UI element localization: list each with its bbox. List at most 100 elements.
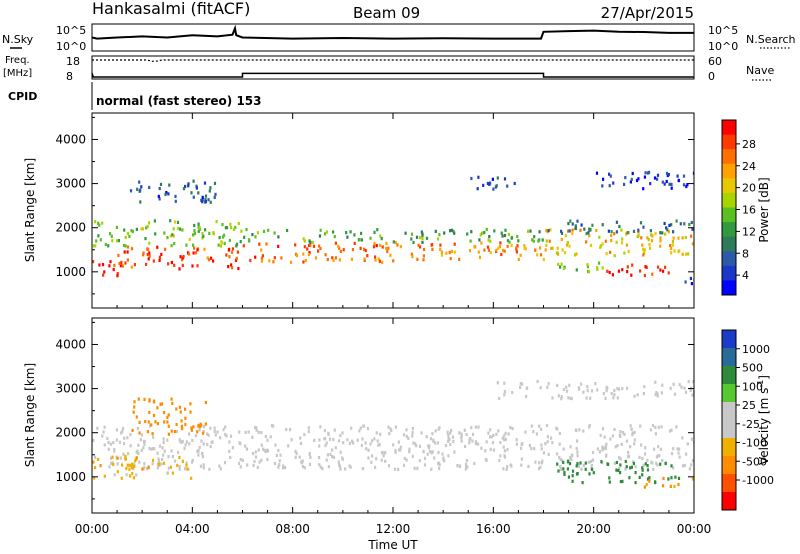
heatmap-cell <box>356 438 359 442</box>
heatmap-cell <box>197 424 200 428</box>
heatmap-cell <box>266 457 269 461</box>
heatmap-cell <box>308 452 311 456</box>
heatmap-cell <box>325 230 328 234</box>
heatmap-cell <box>542 257 545 262</box>
heatmap-cell <box>154 232 157 236</box>
heatmap-cell <box>523 244 526 248</box>
heatmap-cell <box>632 229 636 233</box>
heatmap-cell <box>317 244 321 248</box>
heatmap-cell <box>577 386 581 390</box>
xaxis-label: Time UT <box>367 538 418 552</box>
heatmap-cell <box>607 462 610 466</box>
heatmap-cell <box>132 476 135 480</box>
heatmap-cell <box>628 476 631 480</box>
heatmap-cell <box>661 231 664 235</box>
heatmap-cell <box>523 246 526 250</box>
heatmap-cell <box>399 245 402 249</box>
ytick-label: 4000 <box>55 132 86 146</box>
heatmap-cell <box>270 424 274 428</box>
heatmap-cell <box>649 428 653 432</box>
heatmap-cell <box>403 456 406 460</box>
heatmap-cell <box>433 456 436 460</box>
heatmap-cell <box>474 441 478 446</box>
heatmap-cell <box>434 229 437 233</box>
heatmap-cell <box>539 465 542 469</box>
heatmap-cell <box>131 462 134 466</box>
heatmap-cell <box>565 389 569 393</box>
heatmap-cell <box>496 381 499 385</box>
heatmap-cell <box>228 238 231 243</box>
heatmap-cell <box>170 397 173 401</box>
heatmap-cell <box>381 260 384 264</box>
heatmap-cell <box>500 252 503 257</box>
heatmap-cell <box>465 465 468 469</box>
heatmap-cell <box>185 243 188 247</box>
heatmap-cell <box>670 186 673 190</box>
heatmap-cell <box>641 456 644 460</box>
heatmap-cell <box>605 252 608 256</box>
heatmap-cell <box>609 174 612 178</box>
heatmap-cell <box>661 180 664 184</box>
heatmap-cell <box>471 432 475 436</box>
heatmap-cell <box>625 231 629 235</box>
colorbar-segment <box>722 402 736 421</box>
heatmap-cell <box>626 265 629 269</box>
heatmap-cell <box>213 181 217 185</box>
heatmap-cell <box>195 251 198 255</box>
heatmap-cell <box>449 431 452 435</box>
heatmap-cell <box>102 273 105 277</box>
heatmap-cell <box>398 448 401 452</box>
heatmap-cell <box>196 264 199 268</box>
heatmap-cell <box>474 440 477 444</box>
heatmap-cell <box>412 240 415 245</box>
heatmap-cell <box>582 463 585 467</box>
heatmap-cell <box>687 252 690 256</box>
heatmap-cell <box>167 466 170 470</box>
heatmap-cell <box>392 259 395 263</box>
heatmap-cell <box>170 244 173 248</box>
heatmap-cell <box>643 251 646 255</box>
heatmap-cell <box>601 427 605 431</box>
heatmap-cell <box>591 223 594 227</box>
heatmap-cell <box>493 229 496 233</box>
heatmap-cell <box>180 424 183 428</box>
heatmap-cell <box>420 431 423 435</box>
heatmap-cell <box>508 240 511 244</box>
heatmap-cell <box>613 388 616 393</box>
heatmap-cell <box>386 249 389 254</box>
heatmap-cell <box>215 220 218 224</box>
colorbar-segment <box>722 236 736 252</box>
heatmap-cell <box>519 253 522 257</box>
heatmap-cell <box>654 232 657 236</box>
heatmap-cell <box>392 240 395 244</box>
heatmap-cell <box>477 175 480 179</box>
heatmap-cell <box>178 227 182 231</box>
heatmap-cell <box>138 189 141 193</box>
heatmap-cell <box>327 465 330 469</box>
heatmap-cell <box>530 424 533 428</box>
heatmap-cell <box>439 247 442 251</box>
heatmap-cell <box>466 232 469 236</box>
heatmap-cell <box>618 224 621 229</box>
heatmap-cell <box>684 280 687 284</box>
heatmap-cell <box>625 465 628 469</box>
heatmap-cell <box>163 420 166 424</box>
heatmap-cell <box>613 232 616 236</box>
heatmap-cell <box>321 466 324 471</box>
heatmap-cell <box>306 247 309 251</box>
heatmap-cell <box>607 229 610 233</box>
heatmap-cell <box>637 228 640 232</box>
heatmap-cell <box>659 447 663 451</box>
heatmap-cell <box>369 442 372 446</box>
colorbar-frame <box>721 119 737 296</box>
heatmap-cell <box>98 263 101 267</box>
heatmap-cell <box>656 173 660 177</box>
heatmap-cell <box>141 467 144 471</box>
heatmap-cell <box>353 233 356 237</box>
heatmap-cell <box>434 429 437 433</box>
heatmap-cell <box>327 433 330 437</box>
heatmap-cell <box>624 459 627 464</box>
heatmap-cell <box>567 459 570 463</box>
heatmap-cell <box>521 442 524 446</box>
heatmap-cell <box>663 221 666 226</box>
